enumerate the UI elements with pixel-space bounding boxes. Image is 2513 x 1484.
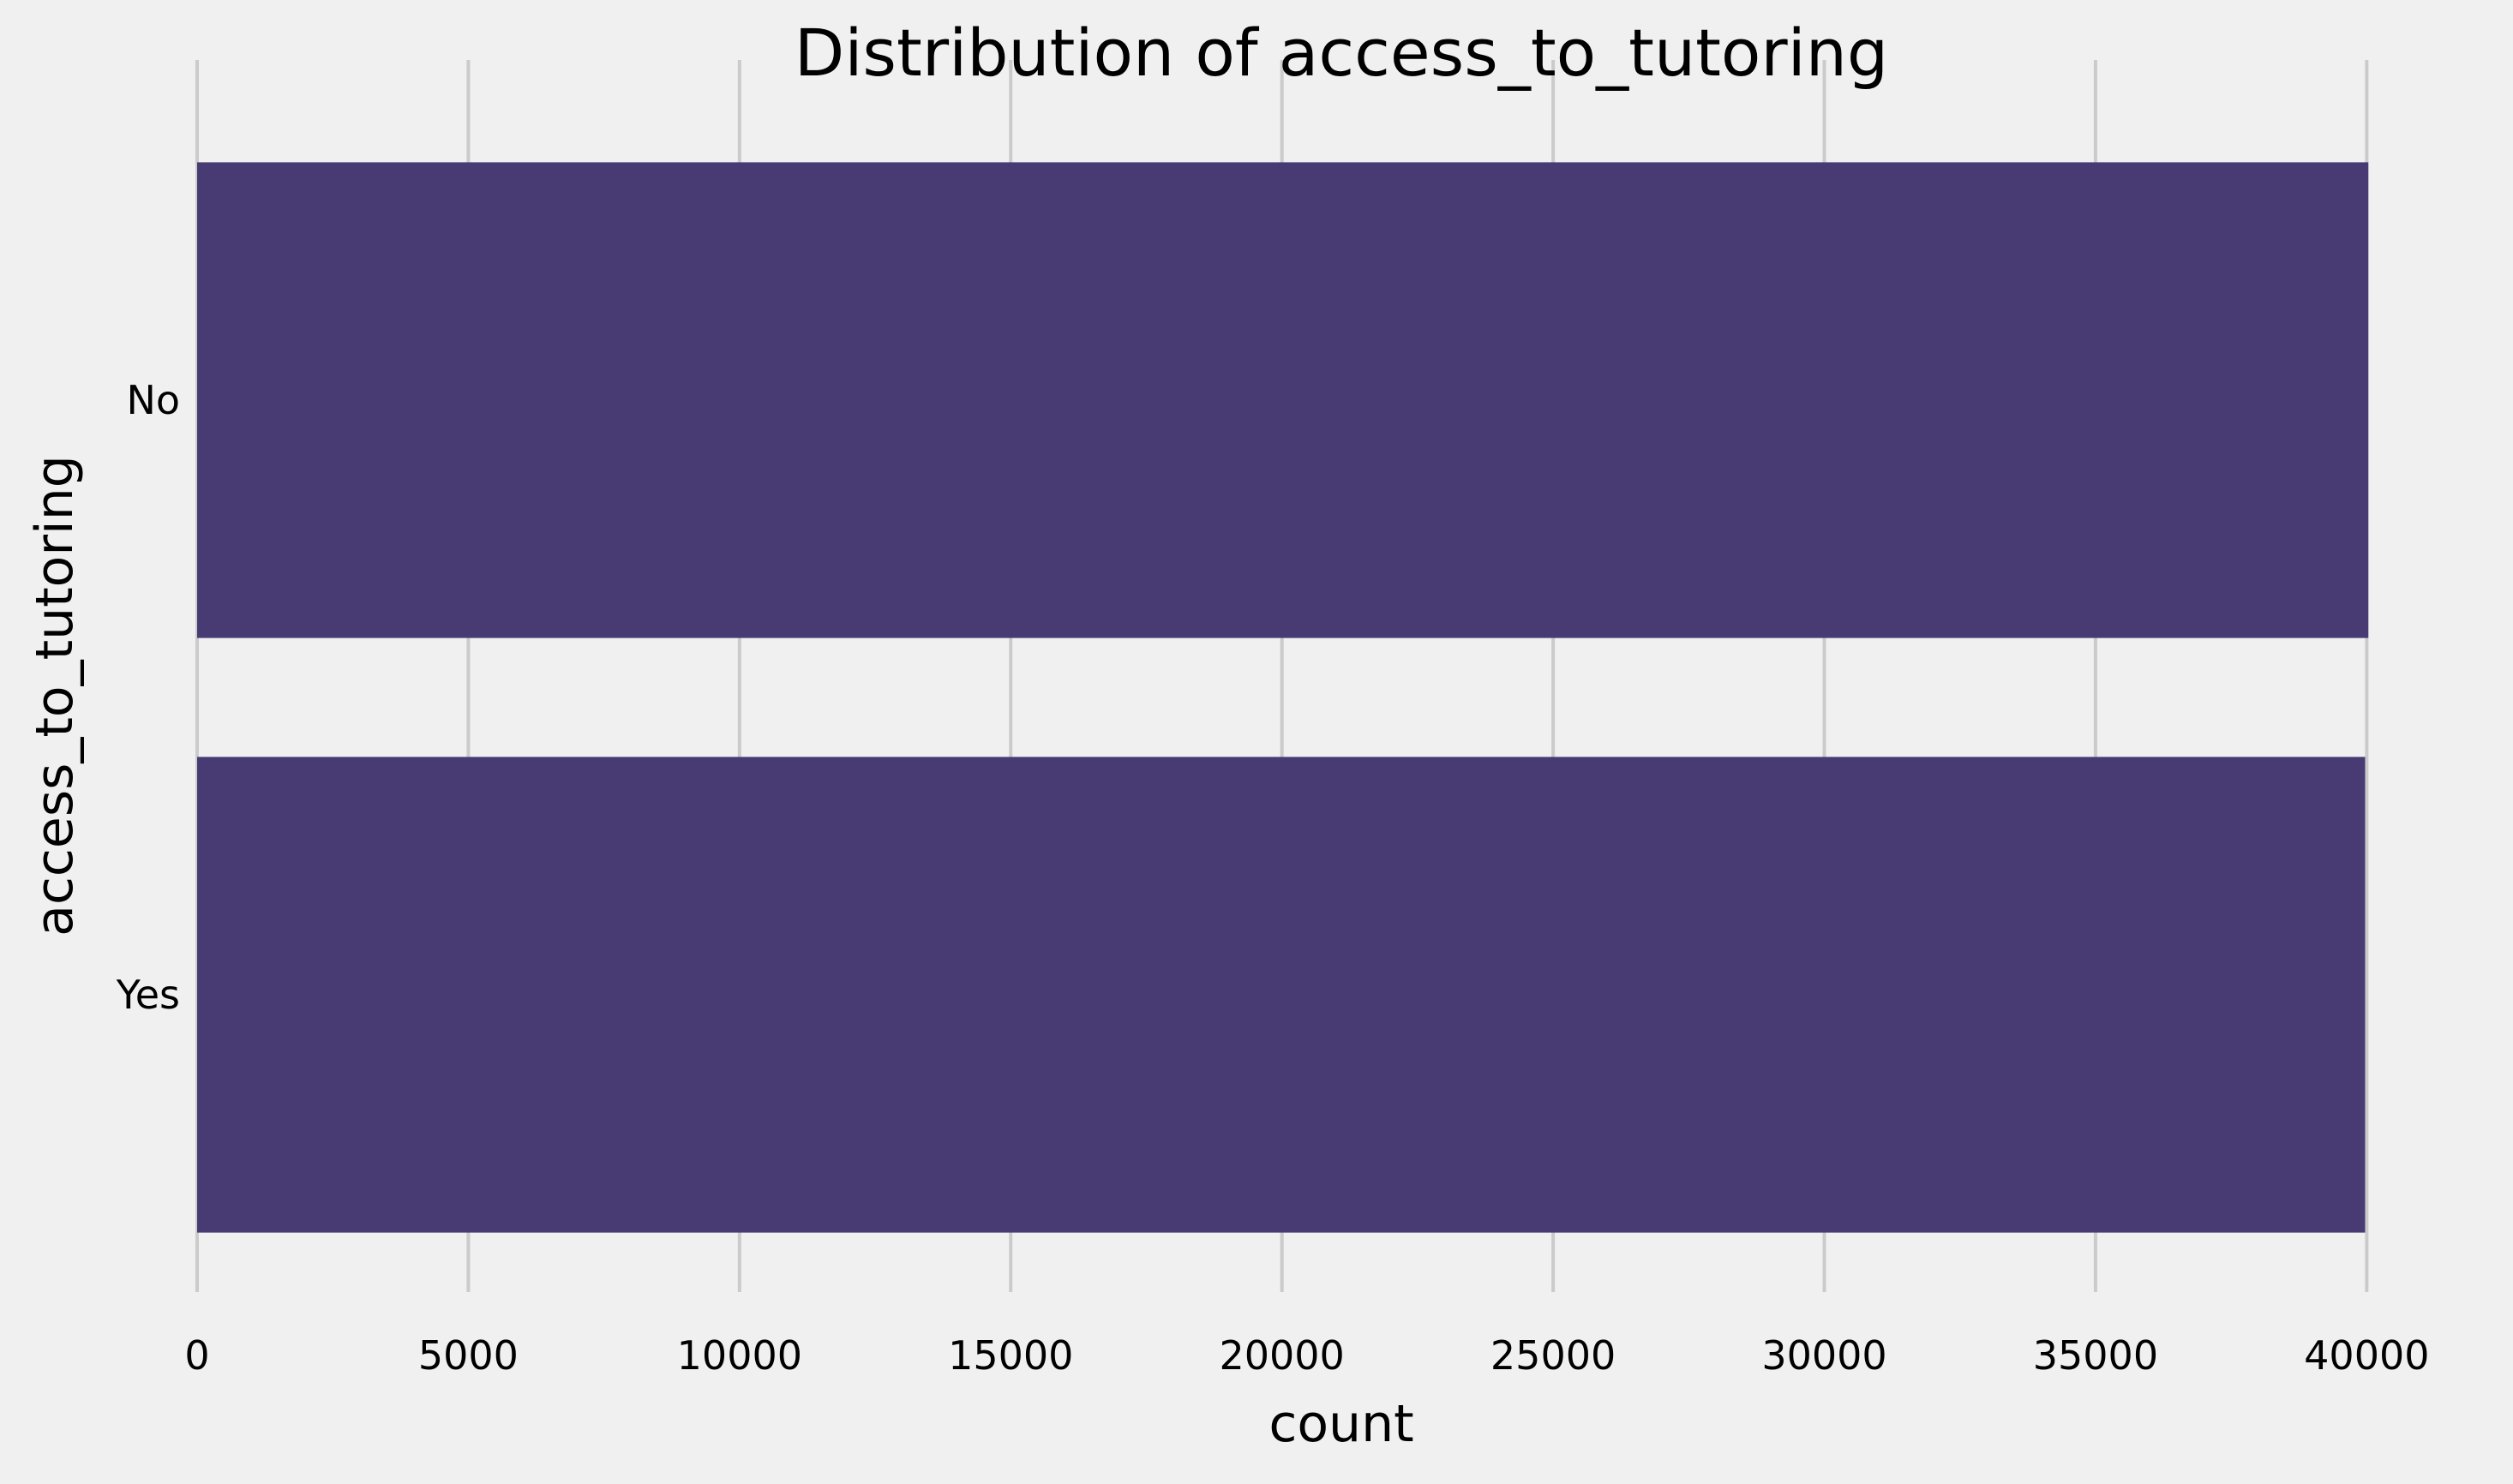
x-tick-label: 40000 (2304, 1332, 2429, 1379)
x-tick-label: 5000 (418, 1332, 519, 1379)
x-tick-label: 35000 (2033, 1332, 2158, 1379)
y-tick-label-yes: Yes (116, 972, 180, 1018)
bars (197, 162, 2369, 1233)
x-tick-label: 15000 (948, 1332, 1073, 1379)
x-tick-label: 30000 (1761, 1332, 1886, 1379)
bar-yes (197, 757, 2366, 1233)
x-tick-labels: 0 5000 10000 15000 20000 25000 30000 35000 40000 (184, 1332, 2429, 1379)
bar-no (197, 162, 2369, 638)
chart-title: Distribution of access_to_tutoring (795, 15, 1888, 91)
y-tick-labels: No Yes (116, 377, 180, 1018)
x-axis-label: count (1268, 1394, 1413, 1454)
y-axis-label: access_to_tutoring (25, 455, 85, 936)
x-tick-label: 0 (184, 1332, 209, 1379)
x-tick-label: 10000 (677, 1332, 802, 1379)
x-tick-label: 25000 (1490, 1332, 1616, 1379)
y-tick-label-no: No (126, 377, 180, 423)
x-tick-label: 20000 (1219, 1332, 1344, 1379)
